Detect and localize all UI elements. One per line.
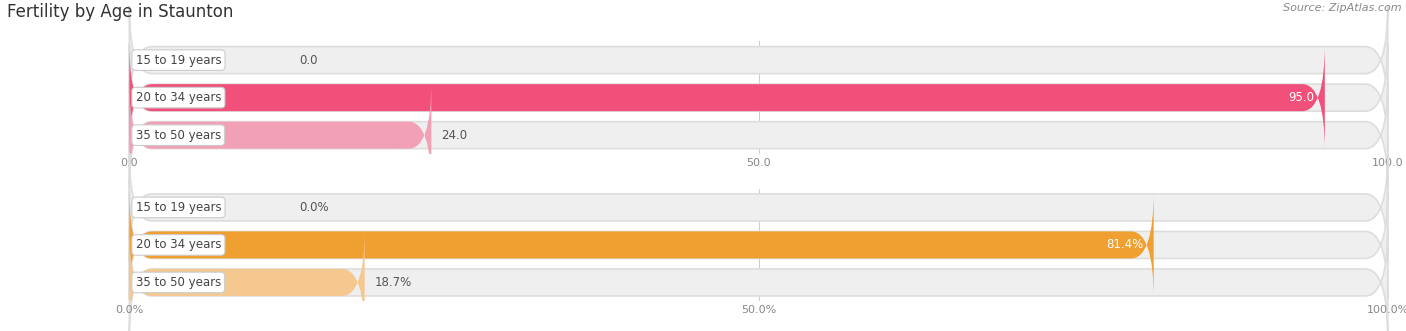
Text: 18.7%: 18.7%: [375, 276, 412, 289]
FancyBboxPatch shape: [129, 81, 432, 189]
Text: 20 to 34 years: 20 to 34 years: [135, 91, 221, 104]
FancyBboxPatch shape: [129, 228, 364, 331]
Text: 24.0: 24.0: [441, 129, 468, 142]
Text: Fertility by Age in Staunton: Fertility by Age in Staunton: [7, 3, 233, 21]
Text: 0.0%: 0.0%: [299, 201, 329, 214]
FancyBboxPatch shape: [129, 44, 1324, 152]
Text: Source: ZipAtlas.com: Source: ZipAtlas.com: [1284, 3, 1402, 13]
Text: 81.4%: 81.4%: [1107, 238, 1143, 252]
FancyBboxPatch shape: [129, 6, 1388, 114]
Text: 35 to 50 years: 35 to 50 years: [135, 129, 221, 142]
Text: 35 to 50 years: 35 to 50 years: [135, 276, 221, 289]
FancyBboxPatch shape: [129, 81, 1388, 189]
Text: 95.0: 95.0: [1289, 91, 1315, 104]
Text: 15 to 19 years: 15 to 19 years: [135, 54, 221, 67]
FancyBboxPatch shape: [129, 44, 1388, 152]
Text: 20 to 34 years: 20 to 34 years: [135, 238, 221, 252]
Text: 15 to 19 years: 15 to 19 years: [135, 201, 221, 214]
FancyBboxPatch shape: [129, 191, 1388, 299]
Text: 0.0: 0.0: [299, 54, 318, 67]
FancyBboxPatch shape: [129, 228, 1388, 331]
FancyBboxPatch shape: [129, 153, 1388, 261]
FancyBboxPatch shape: [129, 191, 1154, 299]
